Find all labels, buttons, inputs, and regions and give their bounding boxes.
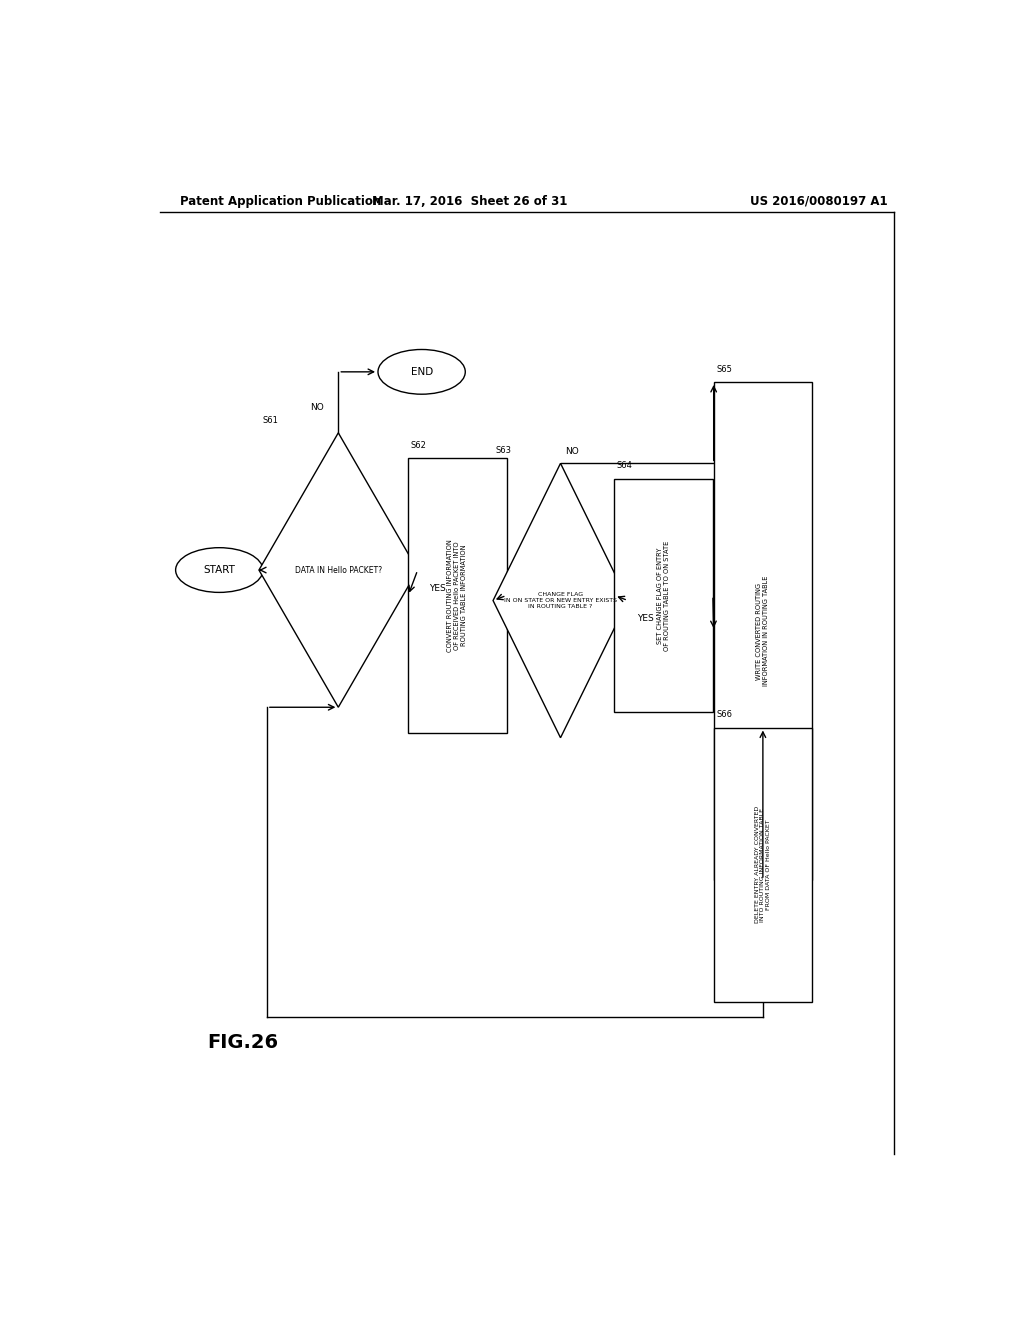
Text: S63: S63 xyxy=(496,446,511,455)
Text: US 2016/0080197 A1: US 2016/0080197 A1 xyxy=(750,194,887,207)
Text: S66: S66 xyxy=(716,710,732,719)
Bar xyxy=(714,381,812,880)
Ellipse shape xyxy=(378,350,465,395)
Text: WRITE CONVERTED ROUTING
INFORMATION IN ROUTING TABLE: WRITE CONVERTED ROUTING INFORMATION IN R… xyxy=(757,576,769,686)
Text: Mar. 17, 2016  Sheet 26 of 31: Mar. 17, 2016 Sheet 26 of 31 xyxy=(372,194,567,207)
Bar xyxy=(714,727,812,1002)
Text: CONVERT ROUTING INFORMATION
OF RECEIVED Hello PACKET INTO
ROUTING TABLE INFORMAT: CONVERT ROUTING INFORMATION OF RECEIVED … xyxy=(447,539,467,652)
Text: CHANGE FLAG
IN ON STATE OR NEW ENTRY EXISTS
IN ROUTING TABLE ?: CHANGE FLAG IN ON STATE OR NEW ENTRY EXI… xyxy=(504,593,617,609)
Text: S61: S61 xyxy=(263,416,279,425)
Bar xyxy=(614,479,713,713)
Text: DELETE ENTRY ALREADY CONVERTED
INTO ROUTING INFORMATION TABLE
FROM DATA OF Hello: DELETE ENTRY ALREADY CONVERTED INTO ROUT… xyxy=(755,807,771,924)
Text: S64: S64 xyxy=(616,462,633,470)
Text: SET CHANGE FLAG OF ENTRY
OF ROUTING TABLE TO ON STATE: SET CHANGE FLAG OF ENTRY OF ROUTING TABL… xyxy=(657,540,670,651)
Text: S62: S62 xyxy=(411,441,426,450)
Text: DATA IN Hello PACKET?: DATA IN Hello PACKET? xyxy=(295,565,382,574)
Polygon shape xyxy=(494,463,628,738)
Text: END: END xyxy=(411,367,433,376)
Text: NO: NO xyxy=(310,403,324,412)
Ellipse shape xyxy=(176,548,263,593)
Text: YES: YES xyxy=(637,614,653,623)
Text: S65: S65 xyxy=(716,364,732,374)
Text: YES: YES xyxy=(429,583,445,593)
Text: Patent Application Publication: Patent Application Publication xyxy=(179,194,381,207)
Text: NO: NO xyxy=(565,446,580,455)
Bar xyxy=(409,458,507,733)
Text: START: START xyxy=(204,565,236,576)
Polygon shape xyxy=(259,433,418,708)
Text: FIG.26: FIG.26 xyxy=(207,1034,279,1052)
